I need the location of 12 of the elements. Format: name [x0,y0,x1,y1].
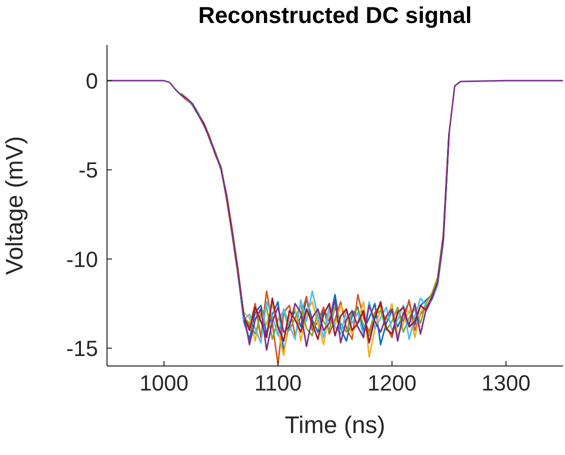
y-tick-label: -10 [66,246,98,272]
y-tick-label: -5 [78,158,98,183]
x-tick-label: 1000 [140,370,188,396]
y-tick-label: 0 [86,68,98,94]
chart-title: Reconstructed DC signal [197,2,473,29]
y-tick-label: -15 [66,336,98,361]
x-tick-label: 1200 [368,370,416,396]
line-series [107,80,563,351]
x-tick-label: 1100 [254,370,302,396]
y-axis-title: Voltage (mV) [2,136,29,275]
x-axis-title: Time (ns) [284,412,386,439]
x-tick-label: 1300 [482,370,530,396]
